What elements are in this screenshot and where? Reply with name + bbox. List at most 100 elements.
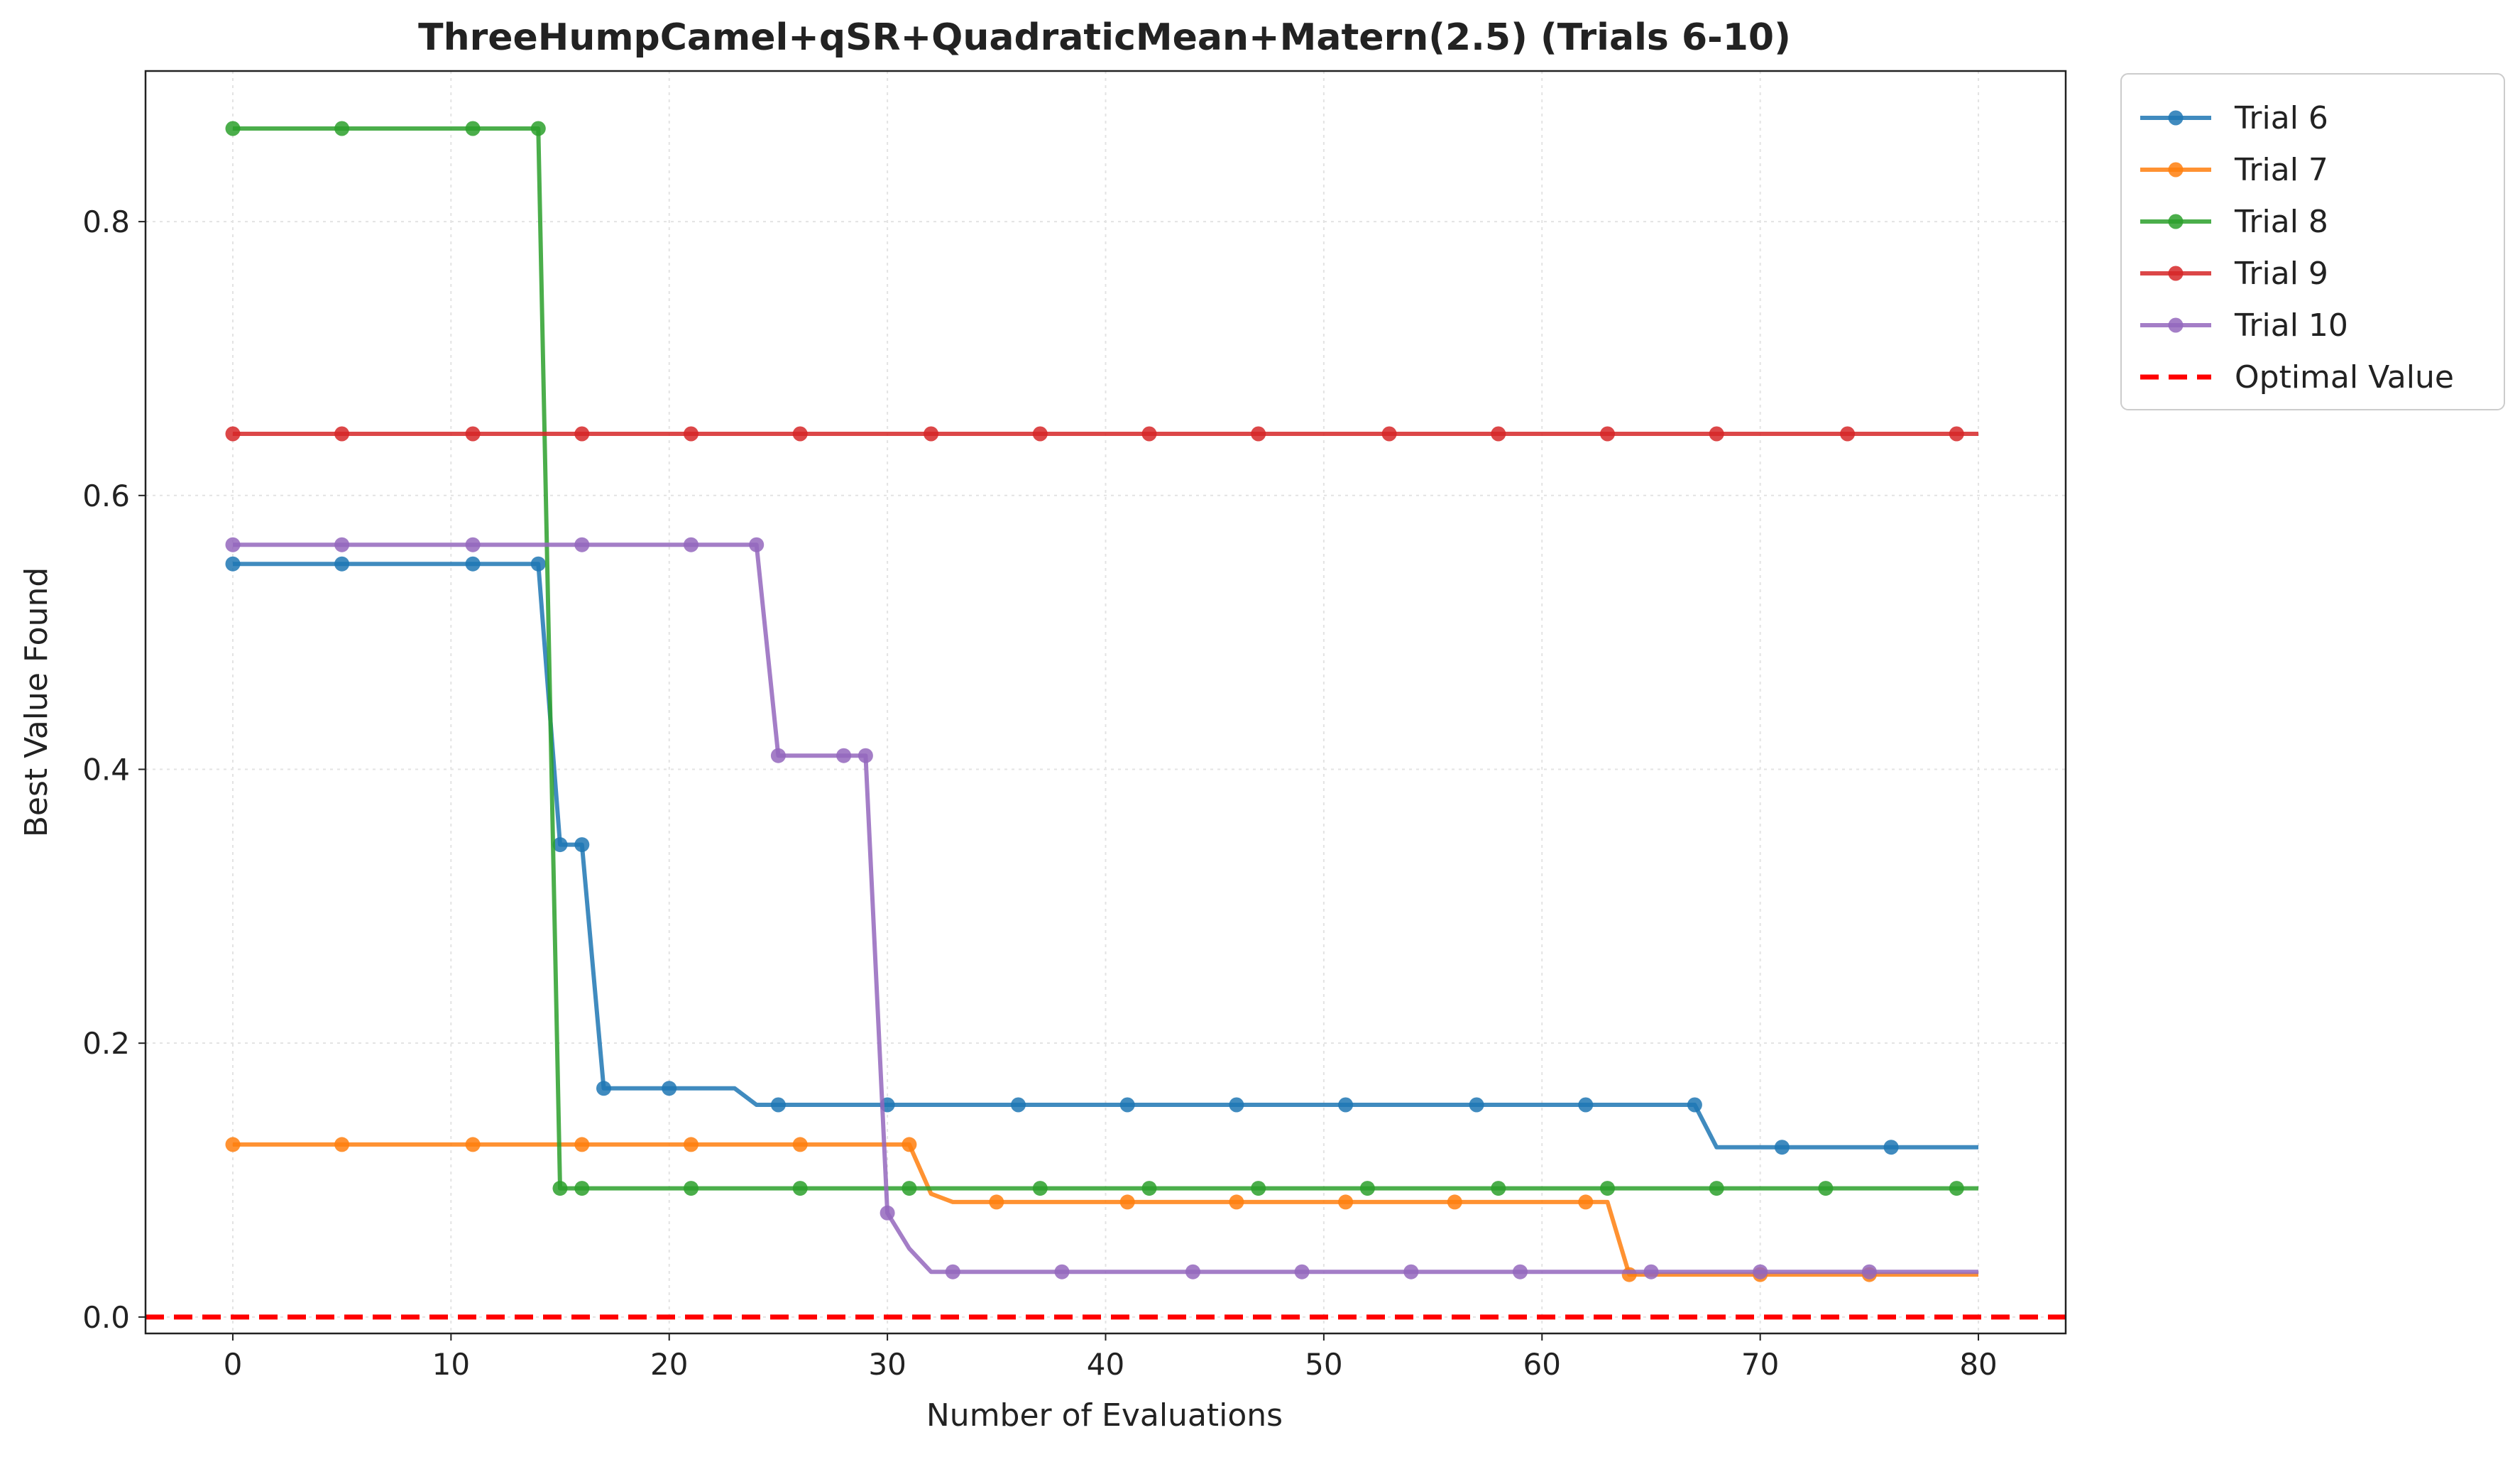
data-point xyxy=(1251,426,1266,442)
data-point xyxy=(1338,1194,1354,1210)
data-point xyxy=(334,1137,350,1152)
legend-label: Trial 9 xyxy=(2234,256,2328,292)
data-point xyxy=(880,1205,895,1221)
data-point xyxy=(1469,1097,1484,1113)
x-tick-label: 80 xyxy=(1959,1347,1997,1382)
legend-label: Trial 7 xyxy=(2234,152,2328,188)
legend-marker xyxy=(2168,162,2184,178)
series-line xyxy=(233,126,1978,1191)
y-tick-label: 0.4 xyxy=(82,752,130,787)
data-point xyxy=(792,1181,808,1196)
data-point xyxy=(1818,1181,1834,1196)
data-point xyxy=(1119,1097,1135,1113)
data-point xyxy=(662,1081,677,1096)
data-point xyxy=(1491,426,1506,442)
data-point xyxy=(792,1137,808,1152)
data-point xyxy=(945,1264,960,1279)
data-point xyxy=(684,537,699,552)
data-point xyxy=(225,121,241,136)
data-point xyxy=(1949,426,1964,442)
x-tick-label: 30 xyxy=(868,1347,906,1382)
data-point xyxy=(1032,426,1048,442)
data-point xyxy=(334,426,350,442)
data-point xyxy=(1447,1194,1462,1210)
data-point xyxy=(1381,426,1397,442)
data-point xyxy=(1883,1140,1899,1155)
data-point xyxy=(465,537,481,552)
data-point xyxy=(225,1137,241,1152)
legend-item-trial-8: Trial 8 xyxy=(2140,204,2328,240)
x-tick-label: 20 xyxy=(650,1347,688,1382)
data-point xyxy=(1141,1181,1157,1196)
data-point xyxy=(552,837,568,853)
data-point xyxy=(1774,1140,1790,1155)
data-point xyxy=(1229,1194,1244,1210)
data-point xyxy=(334,537,350,552)
data-point xyxy=(465,556,481,572)
data-point xyxy=(1294,1264,1310,1279)
data-point xyxy=(1338,1097,1354,1113)
data-point xyxy=(989,1194,1004,1210)
legend-item-optimal-value: Optimal Value xyxy=(2140,359,2454,395)
data-point xyxy=(1753,1264,1768,1279)
data-point xyxy=(1600,426,1615,442)
data-point xyxy=(1600,1181,1615,1196)
chart-title: ThreeHumpCamel+qSR+QuadraticMean+Matern(… xyxy=(418,16,1791,59)
data-point xyxy=(1578,1194,1594,1210)
data-point xyxy=(749,537,765,552)
data-point xyxy=(596,1081,611,1096)
y-tick-label: 0.2 xyxy=(82,1026,130,1061)
data-point xyxy=(902,1137,917,1152)
data-point xyxy=(1054,1264,1070,1279)
data-point xyxy=(1949,1181,1964,1196)
data-point xyxy=(1513,1264,1528,1279)
data-point xyxy=(1011,1097,1026,1113)
y-tick-label: 0.6 xyxy=(82,479,130,513)
y-tick-label: 0.0 xyxy=(82,1300,130,1335)
legend-box xyxy=(2120,73,2505,410)
data-point xyxy=(836,748,852,763)
x-axis-label: Number of Evaluations xyxy=(926,1397,1283,1434)
data-point xyxy=(574,1137,590,1152)
legend-marker xyxy=(2168,266,2184,281)
data-point xyxy=(1861,1264,1877,1279)
data-point xyxy=(924,426,939,442)
legend-marker xyxy=(2168,317,2184,333)
data-point xyxy=(1491,1181,1506,1196)
data-point xyxy=(902,1181,917,1196)
legend-item-trial-6: Trial 6 xyxy=(2140,100,2328,136)
data-point xyxy=(552,1181,568,1196)
series-line xyxy=(233,542,1978,1275)
x-tick-label: 50 xyxy=(1305,1347,1342,1382)
data-point xyxy=(465,1137,481,1152)
data-point xyxy=(1643,1264,1659,1279)
x-tick-label: 60 xyxy=(1523,1347,1561,1382)
data-point xyxy=(225,556,241,572)
data-point xyxy=(1709,426,1724,442)
x-axis-ticks: 0 10 20 30 40 50 60 70 80 xyxy=(224,1333,1998,1382)
series-trial-8 xyxy=(225,121,1978,1196)
data-point xyxy=(1621,1267,1637,1282)
data-point xyxy=(1359,1181,1375,1196)
data-point xyxy=(574,1181,590,1196)
data-point xyxy=(1032,1181,1048,1196)
series-trial-10 xyxy=(225,537,1978,1279)
legend-label: Trial 10 xyxy=(2234,307,2348,344)
data-point xyxy=(1578,1097,1594,1113)
y-axis-ticks: 0.0 0.2 0.4 0.6 0.8 xyxy=(82,204,146,1335)
data-point xyxy=(225,426,241,442)
y-axis-label: Best Value Found xyxy=(18,567,55,838)
data-point xyxy=(684,1181,699,1196)
data-point xyxy=(530,121,546,136)
legend-label: Trial 8 xyxy=(2234,204,2328,240)
data-point xyxy=(1687,1097,1702,1113)
data-point xyxy=(574,837,590,853)
data-point xyxy=(1709,1181,1724,1196)
data-point xyxy=(574,537,590,552)
data-point xyxy=(1403,1264,1419,1279)
data-point xyxy=(1119,1194,1135,1210)
data-point xyxy=(792,426,808,442)
data-point xyxy=(465,121,481,136)
